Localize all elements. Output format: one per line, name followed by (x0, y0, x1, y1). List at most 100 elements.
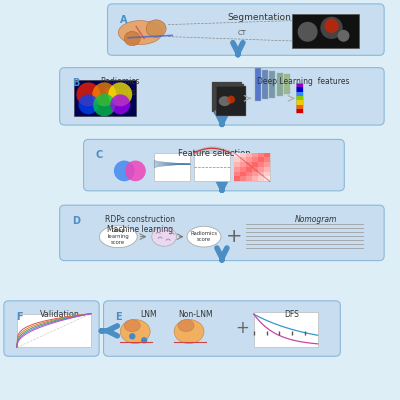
FancyBboxPatch shape (264, 172, 270, 176)
Ellipse shape (146, 20, 166, 37)
Text: +: + (226, 227, 242, 246)
Text: E: E (116, 312, 122, 322)
FancyBboxPatch shape (246, 157, 252, 162)
FancyBboxPatch shape (264, 162, 270, 167)
FancyBboxPatch shape (258, 176, 264, 181)
FancyBboxPatch shape (252, 172, 258, 176)
FancyBboxPatch shape (258, 172, 264, 176)
FancyBboxPatch shape (234, 157, 240, 162)
Text: RDPs construction
Machine learning: RDPs construction Machine learning (105, 215, 175, 234)
FancyBboxPatch shape (258, 152, 264, 157)
FancyBboxPatch shape (246, 176, 252, 181)
Text: Deep Learning  features: Deep Learning features (257, 77, 350, 86)
Text: +: + (235, 318, 249, 336)
FancyBboxPatch shape (246, 162, 252, 167)
Ellipse shape (99, 226, 137, 248)
Ellipse shape (124, 320, 140, 332)
FancyBboxPatch shape (246, 167, 252, 172)
FancyBboxPatch shape (292, 14, 360, 48)
FancyBboxPatch shape (252, 157, 258, 162)
Circle shape (320, 17, 343, 39)
Text: F: F (16, 312, 22, 322)
FancyBboxPatch shape (254, 312, 318, 348)
Ellipse shape (124, 31, 140, 46)
FancyBboxPatch shape (284, 74, 290, 94)
FancyBboxPatch shape (258, 157, 264, 162)
FancyBboxPatch shape (108, 4, 384, 55)
FancyBboxPatch shape (240, 176, 246, 181)
Text: B: B (72, 78, 79, 88)
FancyBboxPatch shape (234, 172, 240, 176)
FancyBboxPatch shape (252, 176, 258, 181)
FancyBboxPatch shape (60, 205, 384, 260)
Text: Radiomics
features: Radiomics features (100, 77, 140, 97)
Ellipse shape (118, 21, 162, 44)
FancyBboxPatch shape (246, 172, 252, 176)
Circle shape (92, 82, 116, 106)
FancyBboxPatch shape (216, 86, 246, 116)
Circle shape (78, 94, 98, 114)
FancyBboxPatch shape (240, 152, 246, 157)
FancyBboxPatch shape (252, 167, 258, 172)
Ellipse shape (174, 320, 204, 344)
FancyBboxPatch shape (234, 152, 270, 181)
FancyBboxPatch shape (296, 96, 303, 100)
FancyBboxPatch shape (296, 109, 303, 113)
Ellipse shape (120, 320, 150, 344)
Text: C: C (96, 150, 103, 160)
Circle shape (227, 96, 235, 104)
Text: Feature selection: Feature selection (178, 149, 250, 158)
Circle shape (110, 94, 130, 114)
FancyBboxPatch shape (296, 100, 303, 104)
Circle shape (298, 22, 318, 42)
FancyBboxPatch shape (258, 167, 264, 172)
Circle shape (141, 337, 147, 344)
FancyBboxPatch shape (252, 152, 258, 157)
FancyBboxPatch shape (4, 301, 99, 356)
FancyBboxPatch shape (264, 176, 270, 181)
FancyBboxPatch shape (262, 70, 268, 99)
FancyBboxPatch shape (154, 152, 190, 181)
FancyBboxPatch shape (214, 84, 244, 114)
FancyBboxPatch shape (240, 167, 246, 172)
FancyBboxPatch shape (264, 152, 270, 157)
FancyBboxPatch shape (212, 82, 242, 112)
FancyBboxPatch shape (240, 172, 246, 176)
FancyBboxPatch shape (269, 71, 275, 98)
FancyBboxPatch shape (74, 80, 136, 116)
FancyBboxPatch shape (296, 83, 303, 88)
FancyBboxPatch shape (234, 167, 240, 172)
Text: A: A (120, 15, 127, 25)
FancyBboxPatch shape (296, 104, 303, 109)
Text: Non-LNM: Non-LNM (179, 310, 213, 320)
FancyBboxPatch shape (234, 152, 240, 157)
FancyBboxPatch shape (296, 92, 303, 96)
Circle shape (125, 160, 146, 181)
FancyBboxPatch shape (255, 68, 261, 101)
Text: CT: CT (237, 30, 246, 36)
Ellipse shape (187, 226, 221, 247)
Text: Radiomics
score: Radiomics score (190, 231, 218, 242)
FancyBboxPatch shape (234, 162, 240, 167)
Ellipse shape (152, 227, 176, 246)
FancyBboxPatch shape (264, 167, 270, 172)
Ellipse shape (219, 96, 231, 106)
FancyBboxPatch shape (240, 157, 246, 162)
FancyBboxPatch shape (296, 88, 303, 92)
Text: LNM: LNM (140, 310, 156, 320)
Circle shape (93, 94, 116, 116)
FancyBboxPatch shape (240, 162, 246, 167)
FancyBboxPatch shape (84, 140, 344, 191)
Text: Deep
learning
score: Deep learning score (108, 228, 129, 245)
Text: D: D (72, 216, 80, 226)
Circle shape (338, 30, 350, 42)
Text: DFS: DFS (284, 310, 299, 320)
Text: Nomogram: Nomogram (294, 215, 337, 224)
Circle shape (108, 82, 132, 106)
FancyBboxPatch shape (194, 152, 230, 181)
FancyBboxPatch shape (264, 157, 270, 162)
Circle shape (114, 160, 135, 181)
FancyBboxPatch shape (104, 301, 340, 356)
FancyBboxPatch shape (246, 152, 252, 157)
Circle shape (129, 333, 136, 340)
